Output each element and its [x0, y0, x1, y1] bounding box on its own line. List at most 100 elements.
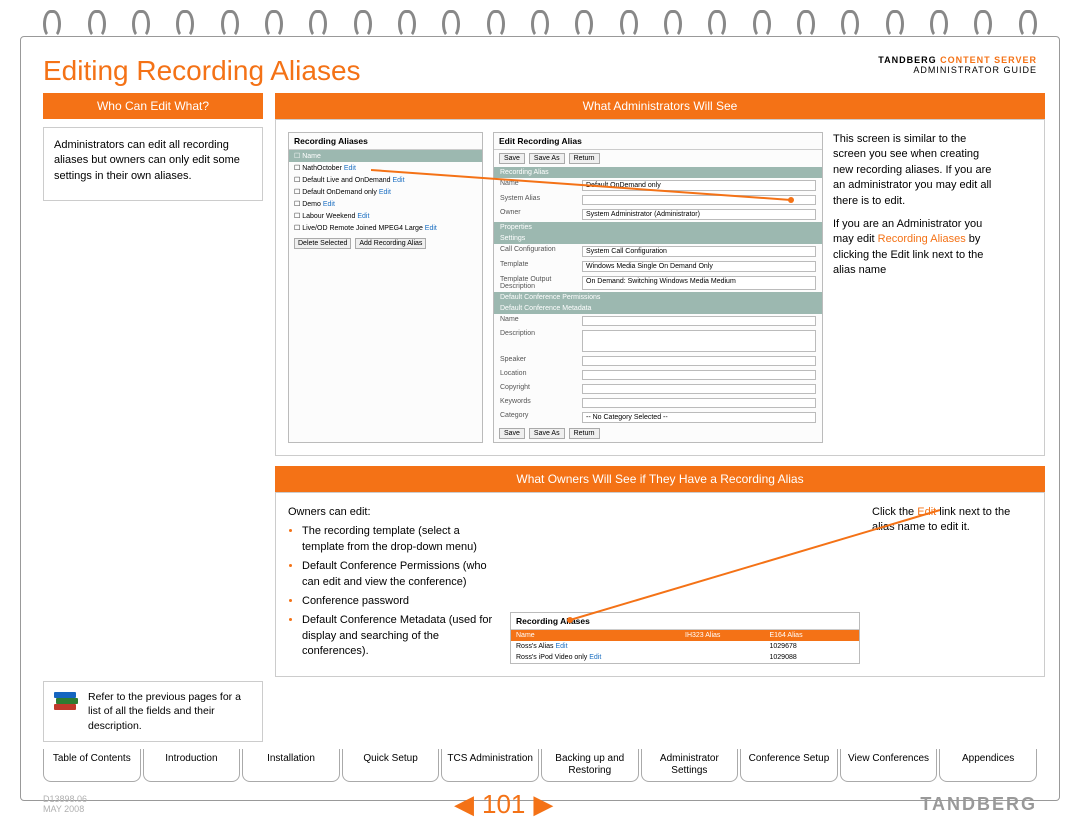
tmpl-label: Template	[500, 261, 578, 272]
nav-tab[interactable]: Quick Setup	[342, 749, 440, 782]
pager: ◀ 101 ▶	[454, 789, 553, 820]
books-icon	[52, 690, 80, 716]
return-button[interactable]: Return	[569, 153, 600, 164]
owners-heading: What Owners Will See if They Have a Reco…	[275, 466, 1045, 492]
owners-bullet: Default Conference Metadata (used for di…	[302, 613, 498, 659]
owners-bullet: Default Conference Permissions (who can …	[302, 559, 498, 590]
meta-name-field[interactable]	[582, 316, 816, 326]
guide-subtitle: ADMINISTRATOR GUIDE	[878, 65, 1037, 75]
nav-tab[interactable]: Introduction	[143, 749, 241, 782]
shot3-title: Recording Aliases	[511, 613, 859, 630]
edit-link[interactable]: Edit	[357, 213, 369, 220]
callconf-label: Call Configuration	[500, 246, 578, 257]
edit-link[interactable]: Edit	[379, 189, 391, 196]
shot3-col-e164: E164 Alias	[770, 632, 855, 639]
sec-settings: Settings	[494, 233, 822, 244]
save-button-2[interactable]: Save	[499, 428, 525, 439]
who-can-edit-text: Administrators can edit all recording al…	[54, 138, 252, 184]
add-recording-alias-button[interactable]: Add Recording Alias	[355, 238, 426, 249]
meta-name-label: Name	[500, 316, 578, 326]
screenshot-recording-aliases: Recording Aliases ☐ Name ☐ NathOctober E…	[288, 132, 483, 443]
meta-location-field[interactable]	[582, 370, 816, 380]
owners-intro: Owners can edit:	[288, 505, 498, 520]
alias-row: ☐ Labour Weekend Edit	[289, 210, 482, 222]
meta-keywords-field[interactable]	[582, 398, 816, 408]
edit-link[interactable]: Edit	[323, 201, 335, 208]
doc-id: D13898.06 MAY 2008	[43, 794, 87, 814]
owners-right: Click the Edit link next to the alias na…	[872, 505, 1032, 664]
refer-text: Refer to the previous pages for a list o…	[88, 690, 254, 733]
edit-link[interactable]: Edit	[425, 225, 437, 232]
admin-heading: What Administrators Will See	[275, 93, 1045, 119]
save-button[interactable]: Save	[499, 153, 525, 164]
meta-desc-label: Description	[500, 330, 578, 352]
nav-tab[interactable]: Installation	[242, 749, 340, 782]
owners-bullet: The recording template (select a templat…	[302, 524, 498, 555]
edit-link[interactable]: Edit	[589, 654, 601, 661]
alias-row: ☐ Live/OD Remote Joined MPEG4 Large Edit	[289, 222, 482, 234]
edit-link[interactable]: Edit	[555, 643, 567, 650]
who-can-edit-heading: Who Can Edit What?	[43, 93, 263, 119]
alias-row: ☐ Demo Edit	[289, 198, 482, 210]
page-header: Editing Recording Aliases TANDBERG CONTE…	[43, 55, 1037, 87]
page-number: 101	[482, 789, 525, 820]
admin-p2: If you are an Administrator you may edit…	[833, 217, 998, 279]
owners-body: Owners can edit: The recording template …	[275, 492, 1045, 677]
refer-box: Refer to the previous pages for a list o…	[43, 681, 263, 742]
nav-tab[interactable]: Administrator Settings	[641, 749, 739, 782]
tmpldesc-label: Template Output Description	[500, 276, 578, 290]
header-meta: TANDBERG CONTENT SERVER ADMINISTRATOR GU…	[878, 55, 1037, 75]
nav-tab[interactable]: Backing up and Restoring	[541, 749, 639, 782]
meta-speaker-field[interactable]	[582, 356, 816, 366]
nav-tabs: Table of ContentsIntroductionInstallatio…	[43, 750, 1037, 783]
sec-permissions: Default Conference Permissions	[494, 292, 822, 303]
alias-row: ☐ Default Live and OnDemand Edit	[289, 174, 482, 186]
nav-tab[interactable]: Appendices	[939, 749, 1037, 782]
meta-desc-field[interactable]	[582, 330, 816, 352]
owner-field[interactable]: System Administrator (Administrator)	[582, 209, 816, 220]
admin-body: Recording Aliases ☐ Name ☐ NathOctober E…	[275, 119, 1045, 456]
shot1-title: Recording Aliases	[289, 133, 482, 150]
prev-page-arrow[interactable]: ◀	[454, 789, 474, 820]
nav-tab[interactable]: View Conferences	[840, 749, 938, 782]
nav-tab[interactable]: Conference Setup	[740, 749, 838, 782]
product-name: CONTENT SERVER	[940, 55, 1037, 65]
nav-tab[interactable]: TCS Administration	[441, 749, 539, 782]
nav-tab[interactable]: Table of Contents	[43, 749, 141, 782]
meta-copyright-field[interactable]	[582, 384, 816, 394]
page-container: Editing Recording Aliases TANDBERG CONTE…	[20, 36, 1060, 801]
sysalias-label: System Alias	[500, 195, 578, 205]
brand-name: TANDBERG	[878, 55, 936, 65]
admin-section: What Administrators Will See Recording A…	[275, 93, 1045, 456]
brand-logo: TANDBERG	[920, 794, 1037, 815]
edit-link[interactable]: Edit	[344, 165, 356, 172]
admin-p1: This screen is similar to the screen you…	[833, 132, 998, 209]
meta-copyright-label: Copyright	[500, 384, 578, 394]
save-as-button[interactable]: Save As	[529, 153, 565, 164]
screenshot-owners-aliases: Recording Aliases Name IH323 Alias E164 …	[510, 612, 860, 664]
owner-alias-row: Ross's Alias Edit1029678	[511, 641, 859, 652]
name-field[interactable]: Default OnDemand only	[582, 180, 816, 191]
next-page-arrow[interactable]: ▶	[533, 789, 553, 820]
page-footer: D13898.06 MAY 2008 ◀ 101 ▶ TANDBERG	[43, 789, 1037, 820]
owners-left: Owners can edit: The recording template …	[288, 505, 498, 664]
owners-mid: Recording Aliases Name IH323 Alias E164 …	[510, 505, 860, 664]
sysalias-field[interactable]	[582, 195, 816, 205]
edit-link[interactable]: Edit	[393, 177, 405, 184]
meta-category-field[interactable]: -- No Category Selected --	[582, 412, 816, 423]
tmpl-field[interactable]: Windows Media Single On Demand Only	[582, 261, 816, 272]
left-column: Who Can Edit What? Administrators can ed…	[43, 93, 263, 742]
meta-location-label: Location	[500, 370, 578, 380]
shot3-col-h323: IH323 Alias	[685, 632, 770, 639]
page-title: Editing Recording Aliases	[43, 55, 361, 87]
sec-properties: Properties	[494, 222, 822, 233]
callconf-field[interactable]: System Call Configuration	[582, 246, 816, 257]
owners-bullets: The recording template (select a templat…	[302, 524, 498, 659]
sec-recording-alias: Recording Alias	[494, 167, 822, 178]
save-as-button-2[interactable]: Save As	[529, 428, 565, 439]
tmpldesc-field[interactable]: On Demand: Switching Windows Media Mediu…	[582, 276, 816, 290]
delete-selected-button[interactable]: Delete Selected	[294, 238, 351, 249]
alias-row: ☐ NathOctober Edit	[289, 162, 482, 174]
return-button-2[interactable]: Return	[569, 428, 600, 439]
owners-bullet: Conference password	[302, 594, 498, 609]
